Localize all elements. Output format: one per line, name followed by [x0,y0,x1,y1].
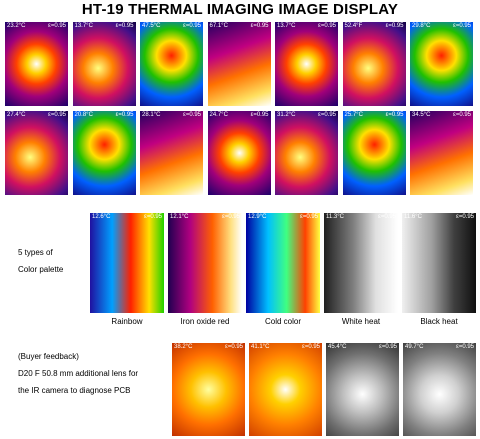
thermal-image: 12.1°C ε=0.95 [168,213,242,313]
emissivity: ε=0.95 [378,214,396,220]
temperature: 12.9°C [248,214,267,220]
temperature: 11.6°C [404,214,422,220]
temperature: 23.2°C [7,23,26,29]
temperature: 45.4°C [328,344,347,350]
emissivity: ε=0.95 [385,112,404,118]
thermal-image: 29.8°C ε=0.95 [410,22,473,106]
temperature: 25.7°C [344,112,363,118]
thermal-image: 13.7°C ε=0.95 [275,22,338,106]
emissivity: ε=0.95 [48,112,66,118]
temperature: 49.7°C [405,344,424,350]
thermal-image: 67.1°C ε=0.95 [207,22,271,106]
temperature: 20.8°C [74,112,93,118]
feedback-text: (Buyer feedback) D20 F 50.8 mm additiona… [18,348,138,399]
emissivity: ε=0.95 [385,23,404,29]
emissivity: ε=0.95 [453,23,471,29]
temperature: 41.1°C [251,344,270,350]
thermal-image: 27.4°C ε=0.95 [5,111,68,195]
thermal-image: 45.4°C ε=0.95 [326,343,399,436]
palette-caption: Iron oxide red [180,317,230,326]
temperature: 52.4°F [344,23,363,29]
temperature: 12.6°C [92,214,111,220]
temperature: 24.7°C [209,112,228,118]
thermal-image: 20.8°C ε=0.95 [72,111,136,195]
temperature: 67.1°C [209,23,228,29]
emissivity: ε=0.95 [456,344,474,350]
emissivity: ε=0.95 [183,112,201,118]
title: HT-19 THERMAL IMAGING IMAGE DISPLAY [81,1,399,18]
emissivity: ε=0.95 [183,23,201,29]
temperature: 11.3°C [326,214,344,220]
thermal-image: 38.2°C ε=0.95 [172,343,245,436]
temperature: 13.7°C [277,23,296,29]
palette-caption: Cold color [264,317,301,326]
thermal-image: 28.1°C ε=0.95 [140,111,203,195]
emissivity: ε=0.95 [318,23,336,29]
temperature: 47.5°C [142,23,161,29]
temperature: 34.5°C [412,112,431,118]
thermal-image: 24.7°C ε=0.95 [207,111,271,195]
thermal-image: 52.4°F ε=0.95 [342,22,406,106]
emissivity: ε=0.95 [456,214,474,220]
thermal-image: 47.5°C ε=0.95 [140,22,203,106]
emissivity: ε=0.95 [144,214,162,220]
emissivity: ε=0.95 [453,112,471,118]
thermal-image: 41.1°C ε=0.95 [249,343,322,436]
emissivity: ε=0.95 [115,23,134,29]
temperature: 13.7°C [74,23,93,29]
emissivity: ε=0.95 [225,344,243,350]
emissivity: ε=0.95 [250,112,269,118]
emissivity: ε=0.95 [318,112,336,118]
thermal-image: 23.2°C ε=0.95 [5,22,68,106]
label-line: Color palette [18,265,64,274]
emissivity: ε=0.95 [250,23,269,29]
palette-caption: Black heat [420,317,458,326]
temperature: 38.2°C [174,344,193,350]
thermal-image: 31.2°C ε=0.95 [275,111,338,195]
thermal-image: 12.9°C ε=0.95 [246,213,320,313]
thermal-image: 11.6°C ε=0.95 [402,213,476,313]
emissivity: ε=0.95 [379,344,397,350]
temperature: 29.8°C [412,23,431,29]
emissivity: ε=0.95 [300,214,318,220]
thermal-image: 34.5°C ε=0.95 [410,111,473,195]
palette-caption: Rainbow [111,317,143,326]
palette-label: 5 types of Color palette [18,244,63,278]
emissivity: ε=0.95 [48,23,66,29]
thermal-image: 49.7°C ε=0.95 [403,343,476,436]
emissivity: ε=0.95 [302,344,320,350]
temperature: 12.1°C [170,214,189,220]
temperature: 27.4°C [7,112,26,118]
thermal-image: 13.7°C ε=0.95 [72,22,136,106]
emissivity: ε=0.95 [115,112,134,118]
temperature: 31.2°C [277,112,296,118]
feedback-line: the IR camera to diagnose PCB [18,386,131,395]
label-line: 5 types of [18,248,53,257]
feedback-line: D20 F 50.8 mm additional lens for [18,369,139,378]
thermal-image: 12.6°C ε=0.95 [90,213,164,313]
palette-caption: White heat [341,317,381,326]
temperature: 28.1°C [142,112,161,118]
feedback-line: (Buyer feedback) [18,352,79,361]
thermal-image: 11.3°C ε=0.95 [324,213,398,313]
thermal-image: 25.7°C ε=0.95 [342,111,406,195]
emissivity: ε=0.95 [222,214,240,220]
